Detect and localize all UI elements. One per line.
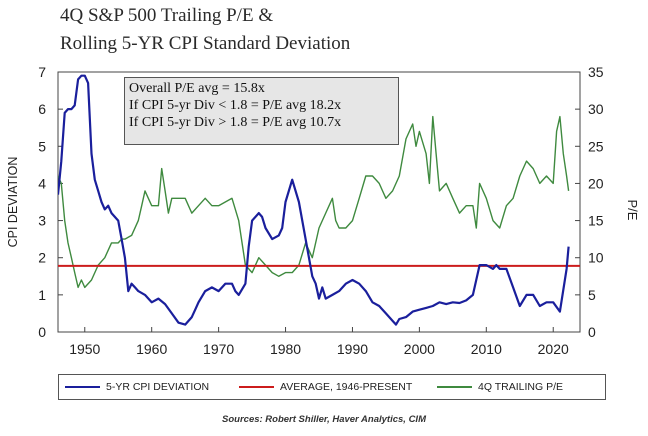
- series-trailing-pe-line: [58, 115, 570, 289]
- chart-canvas: 0 1 2 3 4 5 6 7 0 5 10 15 20 25 30 35 1950 1960 1970 1980 19…: [6, 64, 640, 357]
- x-tick-label: 2020: [538, 341, 569, 357]
- x-tick-label: 1960: [136, 341, 167, 357]
- right-tick-label: 15: [588, 213, 604, 229]
- legend-item-average: AVERAGE, 1946-PRESENT: [239, 375, 412, 399]
- x-tick-label: 1990: [337, 341, 368, 357]
- legend-label: AVERAGE, 1946-PRESENT: [280, 381, 413, 393]
- legend-label: 5-YR CPI DEVIATION: [106, 381, 210, 393]
- left-tick-label: 1: [38, 287, 46, 303]
- legend-item-trailing-pe: 4Q TRAILING P/E: [437, 375, 563, 399]
- legend-label: 4Q TRAILING P/E: [478, 381, 563, 393]
- legend-item-cpi-deviation: 5-YR CPI DEVIATION: [65, 375, 209, 399]
- series-cpi-deviation-line: [58, 74, 570, 326]
- right-tick-label: 10: [588, 250, 604, 266]
- chart-title-line-1: 4Q S&P 500 Trailing P/E &: [60, 5, 274, 26]
- legend-swatch: [65, 386, 100, 388]
- right-axis-label: P/E: [625, 200, 640, 221]
- left-tick-label: 0: [38, 324, 46, 340]
- right-tick-label: 25: [588, 138, 604, 154]
- x-tick-label: 1980: [270, 341, 301, 357]
- right-tick-label: 5: [588, 287, 596, 303]
- chart-title-line-2: Rolling 5-YR CPI Standard Deviation: [60, 33, 351, 54]
- source-note: Sources: Robert Shiller, Haver Analytics…: [222, 414, 426, 425]
- left-tick-label: 7: [38, 64, 46, 80]
- left-tick-label: 4: [38, 175, 46, 191]
- left-tick-label: 6: [38, 101, 46, 117]
- x-tick-label: 1950: [69, 341, 100, 357]
- plot-frame: [57, 71, 581, 333]
- right-tick-label: 20: [588, 175, 604, 191]
- x-tick-label: 1970: [203, 341, 234, 357]
- right-tick-label: 30: [588, 101, 604, 117]
- left-tick-label: 3: [38, 213, 46, 229]
- x-tick-label: 2010: [471, 341, 502, 357]
- left-tick-label: 5: [38, 138, 46, 154]
- legend-swatch: [239, 386, 274, 388]
- annotation-line: If CPI 5-yr Div > 1.8 = P/E avg 10.7x: [129, 115, 342, 130]
- right-tick-label: 35: [588, 64, 604, 80]
- x-tick-label: 2000: [404, 341, 435, 357]
- annotation-box: Overall P/E avg = 15.8x If CPI 5-yr Div …: [124, 77, 399, 145]
- legend-swatch: [437, 386, 472, 388]
- right-tick-label: 0: [588, 324, 596, 340]
- annotation-line: If CPI 5-yr Div < 1.8 = P/E avg 18.2x: [129, 98, 342, 113]
- left-tick-label: 2: [38, 250, 46, 266]
- annotation-line: Overall P/E avg = 15.8x: [129, 81, 265, 96]
- left-axis-label: CPI DEVIATION: [6, 157, 20, 248]
- chart-legend: 5-YR CPI DEVIATION AVERAGE, 1946-PRESENT…: [58, 374, 606, 400]
